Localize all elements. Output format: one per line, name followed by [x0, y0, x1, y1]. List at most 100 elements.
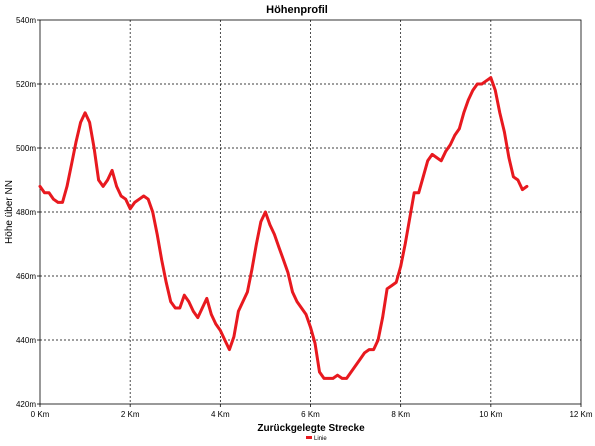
data-point: [160, 258, 163, 262]
data-point: [489, 76, 492, 79]
data-point: [178, 306, 181, 310]
data-point: [70, 162, 73, 166]
data-point: [174, 306, 177, 310]
data-point: [385, 287, 389, 290]
data-point: [241, 300, 245, 303]
data-point: [444, 150, 447, 153]
data-point: [381, 316, 384, 319]
data-point: [494, 89, 497, 92]
data-point: [426, 159, 429, 162]
data-point: [295, 300, 299, 303]
data-point: [196, 316, 199, 319]
legend: Linie: [306, 436, 327, 442]
y-tick-label: 440m: [16, 336, 36, 345]
data-point: [404, 242, 407, 246]
data-point: [56, 201, 60, 204]
x-tick-label: 12 Km: [569, 410, 592, 419]
data-point: [142, 194, 145, 198]
data-point: [498, 111, 501, 115]
data-point: [525, 185, 529, 188]
data-point: [183, 294, 186, 297]
x-axis-title: Zurückgelegte Strecke: [257, 423, 365, 434]
y-axis-ticks: 420m 440m 460m 480m 500m 520m 540m: [16, 16, 40, 409]
data-point: [97, 178, 100, 182]
data-point: [201, 306, 204, 310]
data-point: [376, 338, 380, 342]
data-point: [390, 284, 393, 287]
data-point: [471, 89, 474, 92]
data-point: [318, 370, 321, 374]
data-point: [304, 313, 308, 316]
data-point: [106, 178, 109, 182]
x-tick-label: 6 Km: [301, 410, 320, 419]
data-point: [345, 377, 348, 380]
data-point: [228, 348, 231, 351]
data-point: [336, 374, 339, 377]
data-point: [331, 377, 335, 380]
x-tick-label: 4 Km: [211, 410, 230, 419]
data-point: [367, 348, 371, 351]
data-point: [110, 169, 114, 172]
data-point: [124, 198, 127, 201]
data-point: [88, 121, 91, 124]
data-point: [458, 127, 461, 130]
data-point: [422, 175, 425, 178]
data-point: [219, 329, 222, 332]
data-point: [440, 159, 443, 162]
data-point: [52, 198, 55, 201]
y-axis-title: Höhe über NN: [4, 180, 15, 244]
data-point: [232, 335, 236, 338]
data-point: [413, 191, 416, 194]
chart-title: Höhenprofil: [266, 4, 328, 16]
data-point: [264, 210, 267, 214]
x-tick-label: 10 Km: [479, 410, 502, 419]
y-tick-label: 500m: [16, 144, 36, 153]
data-point: [512, 175, 515, 178]
data-point: [246, 290, 249, 294]
data-point: [309, 326, 312, 329]
data-point: [147, 198, 150, 201]
grid-lines: [40, 20, 581, 404]
data-point: [273, 233, 276, 236]
y-tick-label: 540m: [16, 16, 36, 25]
data-point: [485, 79, 488, 83]
data-point: [47, 191, 51, 194]
data-point: [156, 233, 159, 236]
data-point: [169, 300, 172, 303]
elevation-line: [38, 76, 529, 380]
data-point: [322, 377, 326, 380]
data-point: [417, 191, 420, 194]
data-point: [210, 313, 213, 316]
x-tick-label: 0 Km: [31, 410, 50, 419]
data-point: [268, 223, 272, 226]
data-point: [133, 201, 136, 204]
data-point: [467, 98, 470, 102]
data-point: [205, 297, 208, 300]
data-point: [277, 246, 281, 249]
y-tick-label: 420m: [16, 400, 36, 409]
data-point: [372, 348, 375, 351]
data-point: [516, 178, 520, 182]
data-point: [61, 201, 64, 204]
data-point: [431, 153, 434, 156]
data-point: [313, 342, 317, 345]
y-tick-label: 480m: [16, 208, 36, 217]
data-point: [223, 338, 226, 342]
data-point: [435, 156, 438, 159]
data-point: [453, 134, 456, 137]
data-point: [354, 364, 357, 367]
data-point: [237, 310, 240, 313]
data-point: [259, 220, 263, 223]
data-point: [74, 140, 78, 143]
data-point: [476, 82, 479, 86]
data-point: [291, 290, 294, 294]
data-point: [92, 146, 96, 150]
data-point: [119, 194, 123, 198]
data-point: [214, 322, 217, 326]
data-point: [165, 281, 168, 284]
x-tick-label: 8 Km: [391, 410, 410, 419]
data-point: [480, 82, 483, 86]
data-point: [286, 271, 290, 274]
data-point: [138, 198, 141, 201]
